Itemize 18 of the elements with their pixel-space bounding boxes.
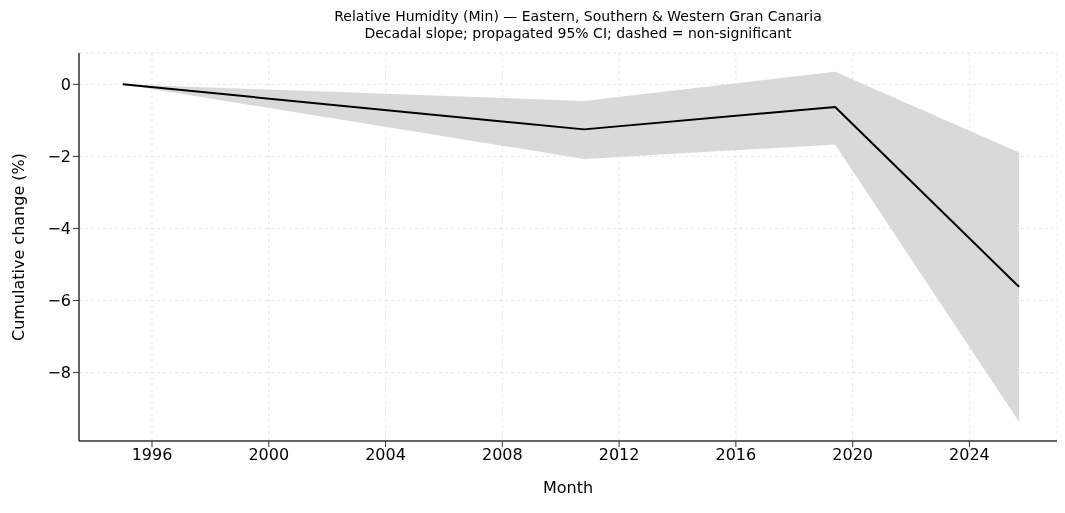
x-tick-label: 2008: [481, 445, 523, 465]
chart-title: Relative Humidity (Min) — Eastern, Southern & Western Gran Canaria: [333, 8, 823, 25]
x-tick-label: 1996: [131, 445, 173, 465]
y-tick-label: −6: [47, 291, 71, 311]
x-tick-label: 2004: [365, 445, 406, 465]
x-tick-label: 2016: [715, 445, 757, 465]
chart-subtitle: Decadal slope; propagated 95% CI; dashed = non-significant: [363, 25, 793, 42]
y-tick-label: −8: [47, 363, 71, 383]
y-tick-label: 0: [60, 75, 71, 95]
x-tick-label: 2020: [832, 445, 873, 465]
x-tick-label: 2000: [248, 445, 290, 465]
y-tick-label: −4: [47, 219, 71, 239]
line-series: [121, 83, 1021, 288]
x-axis-title: Month: [542, 478, 594, 497]
y-tick-label: −2: [47, 147, 71, 167]
x-tick-label: 2012: [598, 445, 640, 465]
y-axis-title: Cumulative change (%): [8, 152, 28, 342]
x-tick-label: 2024: [949, 445, 990, 465]
